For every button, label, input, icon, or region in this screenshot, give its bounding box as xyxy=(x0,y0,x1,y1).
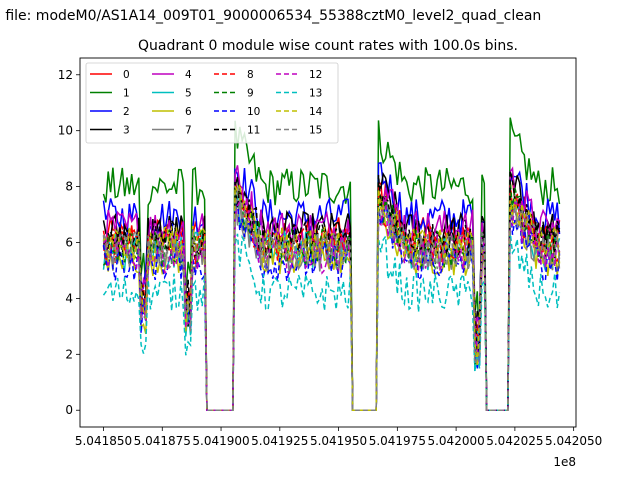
x-tick-label: 5.041925 xyxy=(251,434,308,448)
legend-label: 13 xyxy=(309,88,322,100)
series-line-14 xyxy=(102,184,561,411)
legend-label: 12 xyxy=(309,69,322,81)
series-line-10 xyxy=(102,199,561,411)
y-tick-label: 4 xyxy=(65,291,73,305)
series-line-3 xyxy=(102,171,561,411)
y-tick-label: 10 xyxy=(58,124,73,138)
series-line-15 xyxy=(102,186,561,411)
legend-label: 7 xyxy=(185,125,192,137)
x-tick-label: 5.041975 xyxy=(369,434,426,448)
legend-label: 8 xyxy=(247,69,254,81)
legend-label: 2 xyxy=(123,106,130,118)
legend-label: 6 xyxy=(185,106,192,118)
chart-title: Quadrant 0 module wise count rates with … xyxy=(138,38,518,54)
y-tick-label: 6 xyxy=(65,236,73,250)
legend-label: 15 xyxy=(309,125,322,137)
legend-label: 14 xyxy=(309,106,323,118)
x-tick-label: 5.041875 xyxy=(134,434,191,448)
legend-label: 5 xyxy=(185,88,192,100)
x-tick-label: 5.042050 xyxy=(545,434,602,448)
x-tick-label: 5.042025 xyxy=(486,434,543,448)
y-tick-label: 12 xyxy=(58,68,73,82)
legend-box xyxy=(85,62,339,144)
plot-series xyxy=(102,117,561,411)
legend-label: 0 xyxy=(123,69,130,81)
x-axis: 5.041850 5.041875 5.041900 5.041925 5.041950… xyxy=(75,427,602,448)
x-tick-label: 5.041850 xyxy=(75,434,132,448)
x-offset-label: 1e8 xyxy=(553,455,576,469)
figure-suptitle: n file: modeM0/AS1A14_009T01_9000006534_… xyxy=(0,8,541,24)
x-tick-label: 5.041900 xyxy=(192,434,249,448)
y-tick-label: 8 xyxy=(65,180,73,194)
y-tick-label: 0 xyxy=(65,403,73,417)
legend-label: 9 xyxy=(247,88,254,100)
series-line-13 xyxy=(102,232,561,411)
y-tick-label: 2 xyxy=(65,347,73,361)
series-line-1 xyxy=(102,117,561,411)
x-tick-label: 5.041950 xyxy=(310,434,367,448)
legend-label: 3 xyxy=(123,125,130,137)
legend-label: 1 xyxy=(123,88,130,100)
legend-label: 11 xyxy=(247,125,260,137)
series-line-12 xyxy=(102,194,561,411)
y-axis: 0 2 4 6 8 10 12 xyxy=(58,68,80,417)
x-tick-label: 5.042000 xyxy=(427,434,484,448)
legend-label: 4 xyxy=(185,69,192,81)
legend-label: 10 xyxy=(247,106,260,118)
